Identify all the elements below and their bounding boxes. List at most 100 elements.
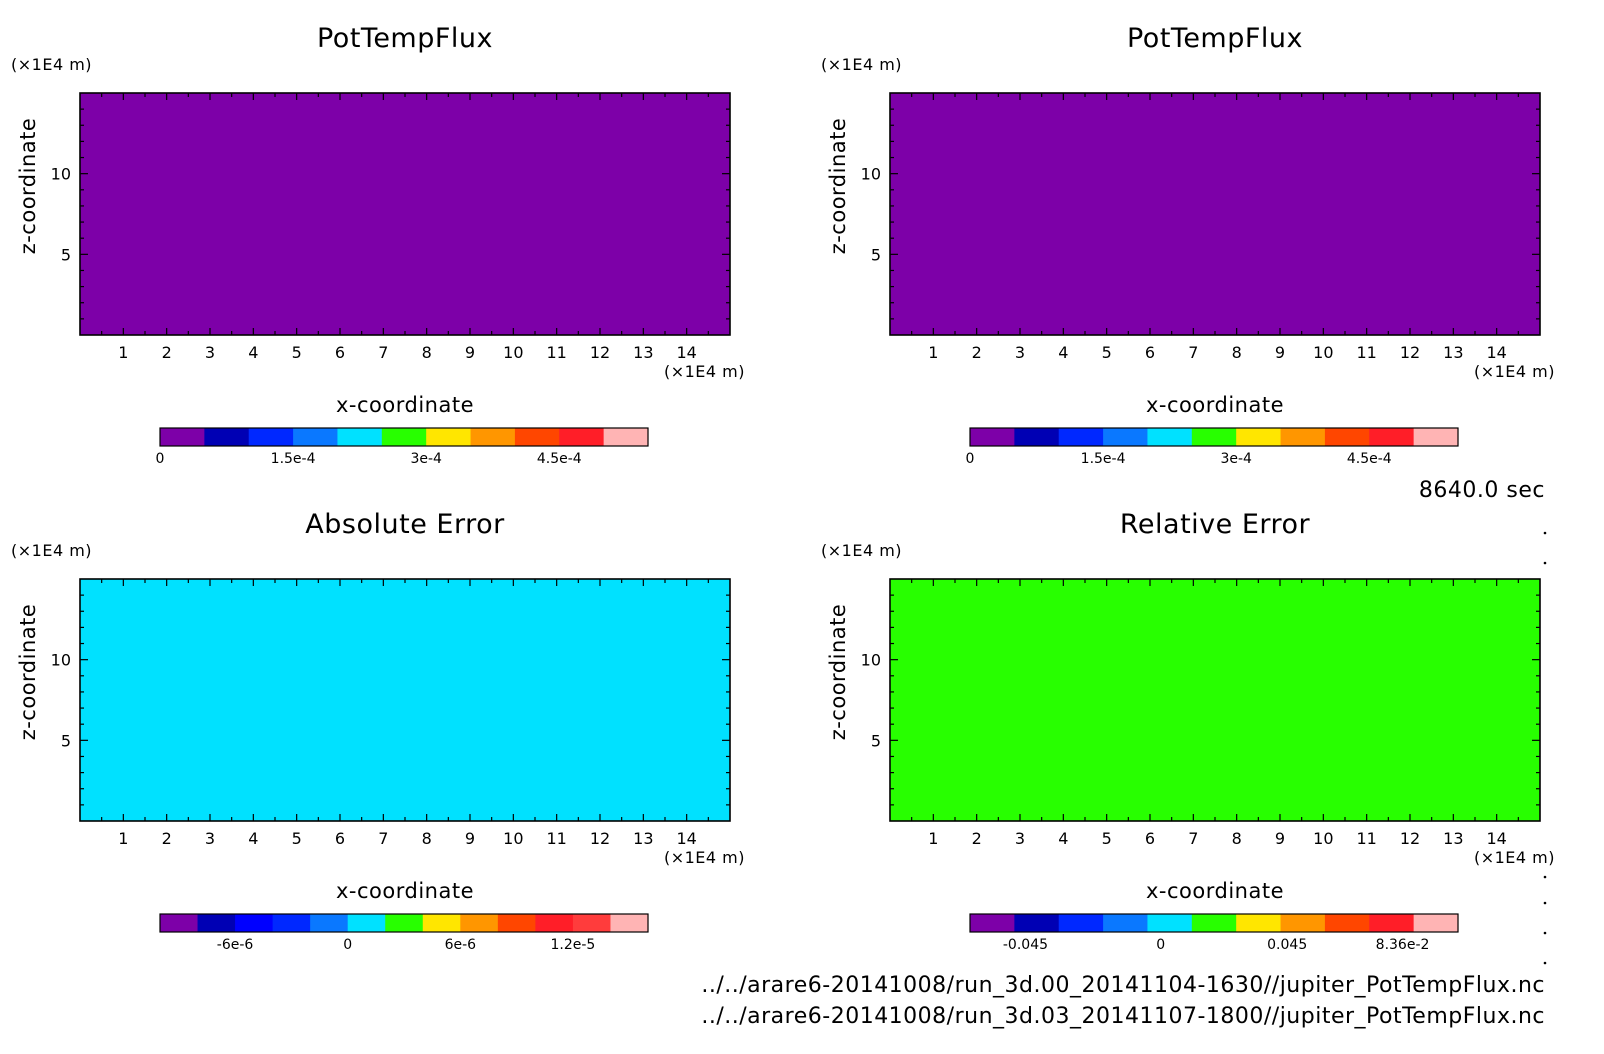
x-axis-unit: (×1E4 m) <box>1474 362 1555 381</box>
file-path-1: ../../arare6-20141008/run_3d.00_20141104… <box>701 973 1545 998</box>
x-tick-label: 10 <box>503 829 523 848</box>
x-tick-label: 5 <box>292 829 302 848</box>
x-tick-label: 14 <box>676 829 696 848</box>
colorbar-tick-label: 1.5e-4 <box>271 451 316 467</box>
colorbar-swatch <box>535 914 574 932</box>
colorbar-swatch <box>337 428 383 446</box>
chart-title: Relative Error <box>1120 509 1311 540</box>
colorbar-tick-label: 1.2e-5 <box>551 937 596 953</box>
x-tick-label: 2 <box>162 829 172 848</box>
colorbar-swatch <box>310 914 349 932</box>
chart-panel-4: Relative Error(×1E4 m)1 2 3 4 5 6 7 8 9 10 11 12 13 1… <box>821 509 1555 953</box>
x-tick-label: 3 <box>1015 343 1025 362</box>
colorbar-tick-label: 4.5e-4 <box>1347 451 1392 467</box>
colorbar-frame <box>159 913 649 933</box>
colorbar-swatch <box>559 428 605 446</box>
colorbar-swatch <box>603 428 649 446</box>
chart-title: Absolute Error <box>305 509 505 540</box>
x-axis-label: x-coordinate <box>336 879 474 903</box>
x-tick-label: 2 <box>162 343 172 362</box>
plot-frame <box>79 578 731 822</box>
x-tick-label: 9 <box>465 829 475 848</box>
x-tick-label: 13 <box>1443 343 1463 362</box>
x-tick-label: 6 <box>335 829 345 848</box>
x-tick-label: 13 <box>633 343 653 362</box>
y-axis-label: z-coordinate <box>826 604 850 741</box>
colorbar-swatch <box>381 428 427 446</box>
colorbar-tick-label: 0 <box>156 451 165 467</box>
colorbar-swatch <box>460 914 499 932</box>
x-tick-label: 9 <box>465 343 475 362</box>
colorbar-frame <box>969 913 1459 933</box>
x-tick-label: 12 <box>1400 829 1420 848</box>
x-axis-label: x-coordinate <box>1146 879 1284 903</box>
x-tick-label: 11 <box>546 829 566 848</box>
x-tick-label: 1 <box>118 829 128 848</box>
heatmap-field <box>80 579 730 821</box>
colorbar-swatch <box>1014 428 1060 446</box>
colorbar-tick-label: 0 <box>1156 937 1165 953</box>
chart-title: PotTempFlux <box>1127 23 1303 54</box>
colorbar-frame <box>159 427 649 447</box>
colorbar-swatch <box>470 428 516 446</box>
x-tick-label: 10 <box>1313 829 1333 848</box>
colorbar: 0 1.5e-4 3e-4 4.5e-4 <box>156 427 649 467</box>
y-axis-label: z-coordinate <box>826 118 850 255</box>
colorbar-tick-label: 0 <box>343 937 352 953</box>
x-tick-label: 1 <box>118 343 128 362</box>
x-tick-label: 12 <box>590 829 610 848</box>
colorbar-swatch <box>1324 428 1370 446</box>
colorbar-swatch <box>514 428 560 446</box>
colorbar-swatch <box>610 914 649 932</box>
tick-marks <box>80 93 730 335</box>
x-axis-label: x-coordinate <box>336 393 474 417</box>
x-tick-label: 9 <box>1275 829 1285 848</box>
colorbar-swatch <box>204 428 250 446</box>
colorbar-swatch <box>1236 914 1282 932</box>
chart-panel-2: PotTempFlux(×1E4 m)1 2 3 4 5 6 7 8 9 10 11 12 13 1451… <box>821 23 1555 467</box>
colorbar-swatch <box>1324 914 1370 932</box>
x-tick-label: 10 <box>503 343 523 362</box>
y-tick-label: 5 <box>61 731 71 750</box>
x-tick-label: 7 <box>378 343 388 362</box>
y-axis-unit: (×1E4 m) <box>11 541 92 560</box>
y-tick-label: 10 <box>51 165 71 184</box>
colorbar-tick-label: 3e-4 <box>1220 451 1252 467</box>
colorbar-swatch <box>385 914 424 932</box>
x-tick-label: 8 <box>1232 343 1242 362</box>
x-tick-label: 8 <box>422 343 432 362</box>
x-tick-label: 8 <box>422 829 432 848</box>
colorbar-swatch <box>272 914 311 932</box>
colorbar-swatch <box>1058 914 1104 932</box>
x-tick-label: 5 <box>1102 829 1112 848</box>
x-tick-label: 10 <box>1313 343 1333 362</box>
x-tick-label: 13 <box>1443 829 1463 848</box>
colorbar-swatch <box>970 914 1015 932</box>
colorbar-swatch <box>1236 428 1282 446</box>
colorbar-swatch <box>1413 428 1459 446</box>
colorbar-tick-label: 0 <box>966 451 975 467</box>
y-tick-label: 5 <box>61 245 71 264</box>
colorbar-swatch <box>1369 914 1415 932</box>
colorbar-swatch <box>1147 914 1193 932</box>
x-tick-label: 8 <box>1232 829 1242 848</box>
y-tick-label: 10 <box>861 651 881 670</box>
colorbar-swatch <box>1280 428 1326 446</box>
x-tick-label: 6 <box>1145 829 1155 848</box>
colorbar-swatch <box>1103 428 1149 446</box>
colorbar-swatch <box>1413 914 1459 932</box>
colorbar-swatch <box>347 914 386 932</box>
x-tick-label: 5 <box>1102 343 1112 362</box>
x-tick-label: 3 <box>205 343 215 362</box>
heatmap-field <box>80 93 730 335</box>
x-tick-label: 9 <box>1275 343 1285 362</box>
x-axis-label: x-coordinate <box>1146 393 1284 417</box>
colorbar-swatch <box>1280 914 1326 932</box>
y-tick-label: 5 <box>871 245 881 264</box>
y-axis-label: z-coordinate <box>16 604 40 741</box>
x-tick-label: 3 <box>205 829 215 848</box>
colorbar-frame <box>969 427 1459 447</box>
x-tick-label: 14 <box>676 343 696 362</box>
x-tick-label: 6 <box>335 343 345 362</box>
